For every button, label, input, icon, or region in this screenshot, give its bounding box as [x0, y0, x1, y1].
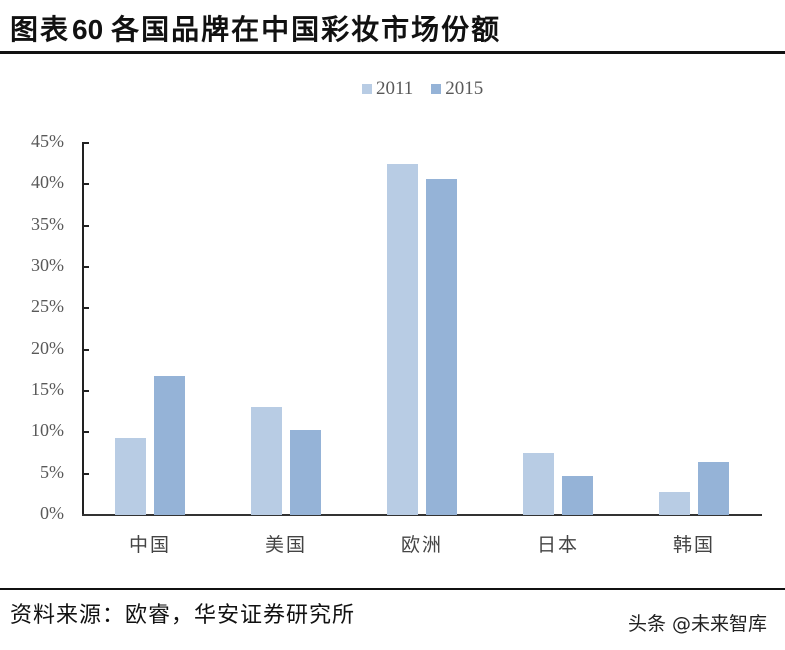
y-tick-mark: [82, 183, 89, 186]
legend-item-2015: 2015: [431, 78, 483, 100]
y-tick-label: 0%: [40, 503, 64, 523]
y-tick-mark: [82, 431, 89, 434]
y-tick-label: 5%: [40, 461, 64, 482]
y-tick-mark: [82, 142, 89, 144]
figure-number: 60: [72, 14, 104, 45]
bar-2011: [523, 453, 554, 515]
y-tick-label: 30%: [31, 255, 64, 275]
y-tick-label: 15%: [31, 379, 64, 399]
bar-2015: [426, 178, 457, 515]
bar-2015: [698, 462, 729, 515]
x-tick-label: 日本: [536, 534, 579, 556]
legend-label: 2011: [376, 78, 414, 99]
legend-swatch-2011: [362, 84, 372, 94]
chart-legend: 2011 2015: [362, 78, 501, 100]
bar-2015: [154, 376, 185, 515]
y-tick-label: 20%: [31, 337, 64, 358]
bar-2011: [115, 438, 146, 515]
x-tick-label: 中国: [128, 534, 171, 556]
y-tick-mark: [82, 266, 89, 268]
figure-prefix: 图表: [10, 13, 71, 46]
figure-title: 图表60 各国品牌在中国彩妆市场份额: [10, 8, 501, 48]
y-tick-label: 35%: [31, 213, 64, 234]
x-tick-label: 美国: [264, 534, 307, 556]
bar-2011: [659, 491, 690, 515]
y-tick-mark: [82, 307, 89, 310]
source-note: 资料来源：欧睿，华安证券研究所: [10, 603, 356, 628]
legend-item-2011: 2011: [362, 78, 413, 100]
legend-swatch-2015: [431, 84, 442, 94]
legend-label: 2015: [445, 78, 484, 99]
y-tick-mark: [82, 224, 89, 227]
y-tick-label: 45%: [31, 131, 64, 151]
y-axis-line: [82, 143, 84, 516]
y-tick-mark: [82, 348, 89, 351]
top-rule: [0, 51, 785, 54]
x-tick-label: 韩国: [672, 534, 715, 556]
bar-chart: 2011 2015 45% 40% 35% 30% 25% 20% 15% 10% 5% 0% 中…: [31, 78, 762, 556]
bar-2015: [562, 476, 593, 515]
watermark: 头条 @未来智库: [627, 613, 767, 635]
y-tick-label: 10%: [31, 420, 64, 441]
y-tick-label: 40%: [31, 172, 64, 193]
bar-2011: [251, 406, 282, 515]
bar-2015: [290, 429, 321, 515]
y-tick-label: 25%: [31, 296, 64, 317]
y-tick-mark: [82, 390, 89, 392]
x-tick-label: 欧洲: [400, 534, 443, 556]
x-axis-line: [82, 514, 762, 516]
bottom-rule: [0, 588, 785, 590]
y-tick-mark: [82, 472, 89, 475]
bar-2011: [387, 164, 418, 515]
figure-title-text: 各国品牌在中国彩妆市场份额: [111, 13, 502, 46]
